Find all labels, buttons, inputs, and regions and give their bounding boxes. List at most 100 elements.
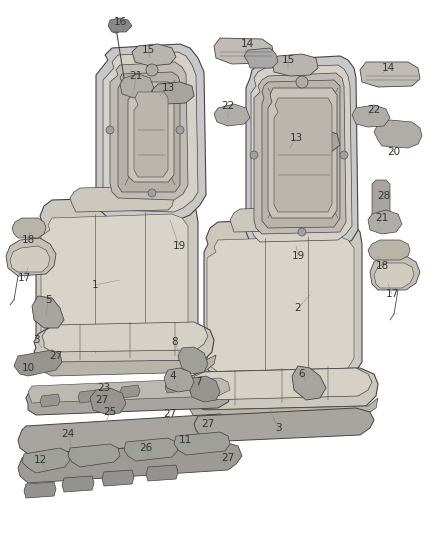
Text: 18: 18 xyxy=(375,261,389,271)
Polygon shape xyxy=(368,240,410,260)
Circle shape xyxy=(296,76,308,88)
Polygon shape xyxy=(374,263,414,288)
Polygon shape xyxy=(276,129,340,155)
Polygon shape xyxy=(262,80,340,228)
Text: 14: 14 xyxy=(240,39,254,49)
Polygon shape xyxy=(188,398,378,420)
Text: 3: 3 xyxy=(275,423,281,433)
Circle shape xyxy=(106,126,114,134)
Polygon shape xyxy=(360,62,420,87)
Polygon shape xyxy=(204,218,362,380)
Polygon shape xyxy=(96,44,206,220)
Polygon shape xyxy=(40,394,60,407)
Text: 4: 4 xyxy=(170,371,177,381)
Text: 17: 17 xyxy=(385,289,399,299)
Text: 10: 10 xyxy=(21,363,35,373)
Polygon shape xyxy=(28,378,230,403)
Text: 12: 12 xyxy=(33,455,46,465)
Text: 20: 20 xyxy=(388,147,401,157)
Polygon shape xyxy=(22,448,70,473)
Text: 21: 21 xyxy=(129,71,143,81)
Text: 25: 25 xyxy=(103,407,117,417)
Polygon shape xyxy=(102,470,134,486)
Polygon shape xyxy=(24,482,56,498)
Polygon shape xyxy=(124,438,178,461)
Circle shape xyxy=(298,228,306,236)
Circle shape xyxy=(111,23,121,33)
Polygon shape xyxy=(120,385,140,398)
Polygon shape xyxy=(214,38,274,64)
Polygon shape xyxy=(26,382,232,415)
Text: 19: 19 xyxy=(291,251,304,261)
Polygon shape xyxy=(6,238,56,276)
Text: 27: 27 xyxy=(49,351,63,361)
Polygon shape xyxy=(18,414,236,454)
Polygon shape xyxy=(134,92,168,177)
Polygon shape xyxy=(62,476,94,492)
Polygon shape xyxy=(352,105,390,127)
Polygon shape xyxy=(165,380,185,393)
Polygon shape xyxy=(214,104,250,126)
Polygon shape xyxy=(251,65,352,242)
Polygon shape xyxy=(78,390,98,403)
Text: 15: 15 xyxy=(141,45,155,55)
Text: 14: 14 xyxy=(381,63,395,73)
Polygon shape xyxy=(12,218,46,238)
Polygon shape xyxy=(164,368,194,392)
Polygon shape xyxy=(190,368,372,400)
Polygon shape xyxy=(230,206,342,232)
Polygon shape xyxy=(178,347,208,374)
Polygon shape xyxy=(32,296,64,328)
Polygon shape xyxy=(207,236,354,372)
Circle shape xyxy=(340,151,348,159)
Text: 19: 19 xyxy=(173,241,186,251)
Circle shape xyxy=(250,151,258,159)
Text: 6: 6 xyxy=(299,369,305,379)
Polygon shape xyxy=(370,256,420,290)
Polygon shape xyxy=(188,376,220,402)
Polygon shape xyxy=(246,56,358,248)
Polygon shape xyxy=(18,442,242,483)
Circle shape xyxy=(148,189,156,197)
Text: 24: 24 xyxy=(61,429,74,439)
Text: 22: 22 xyxy=(367,105,381,115)
Polygon shape xyxy=(272,54,318,76)
Polygon shape xyxy=(41,214,188,348)
Text: 13: 13 xyxy=(290,133,303,143)
Polygon shape xyxy=(103,52,198,212)
Polygon shape xyxy=(374,120,422,148)
Text: 28: 28 xyxy=(378,191,391,201)
Circle shape xyxy=(176,126,184,134)
Text: 21: 21 xyxy=(375,213,389,223)
Text: 7: 7 xyxy=(194,377,201,387)
Polygon shape xyxy=(184,368,378,410)
Polygon shape xyxy=(36,196,198,358)
Polygon shape xyxy=(174,432,230,455)
Text: 27: 27 xyxy=(163,409,177,419)
Text: 27: 27 xyxy=(95,395,109,405)
Polygon shape xyxy=(42,322,208,352)
Text: 2: 2 xyxy=(295,303,301,313)
Text: 15: 15 xyxy=(281,55,295,65)
Polygon shape xyxy=(152,82,194,104)
Text: 26: 26 xyxy=(139,443,152,453)
Text: 27: 27 xyxy=(201,419,215,429)
Polygon shape xyxy=(372,180,390,222)
Polygon shape xyxy=(194,408,374,442)
Polygon shape xyxy=(128,82,174,182)
Polygon shape xyxy=(292,366,326,400)
Polygon shape xyxy=(36,354,216,376)
Text: 3: 3 xyxy=(33,335,39,345)
Text: 22: 22 xyxy=(221,101,235,111)
Text: 16: 16 xyxy=(113,17,127,27)
Polygon shape xyxy=(90,388,126,415)
Text: 5: 5 xyxy=(45,295,51,305)
Polygon shape xyxy=(70,186,174,212)
Polygon shape xyxy=(244,48,278,68)
Polygon shape xyxy=(110,62,188,200)
Text: 17: 17 xyxy=(18,273,31,283)
Polygon shape xyxy=(132,44,176,66)
Text: 1: 1 xyxy=(92,280,98,290)
Polygon shape xyxy=(14,350,62,376)
Text: 18: 18 xyxy=(21,235,35,245)
